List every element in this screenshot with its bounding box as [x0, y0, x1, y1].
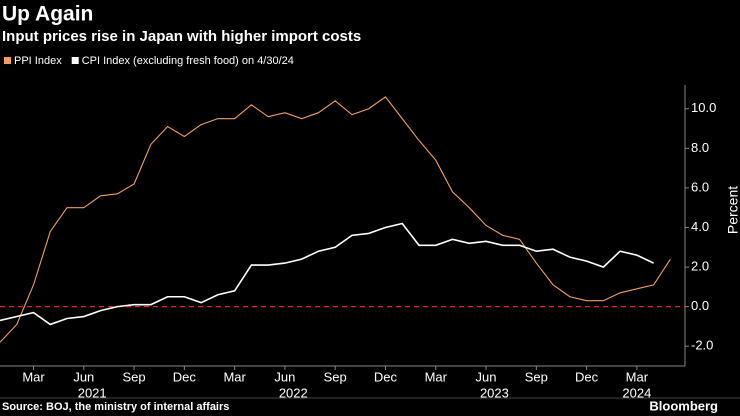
chart-subtitle: Input prices rise in Japan with higher i…	[2, 28, 361, 45]
x-tick-label: Mar	[626, 369, 649, 384]
legend-label: CPI Index (excluding fresh food) on 4/30…	[82, 55, 294, 67]
x-tick-label: Dec	[575, 369, 599, 384]
year-label: 2021	[78, 385, 107, 400]
y-tick-label: 2.0	[691, 258, 709, 273]
x-tick-label: Mar	[425, 369, 448, 384]
chart-title: Up Again	[2, 3, 93, 26]
x-tick-label: Sep	[525, 369, 548, 384]
legend-label: PPI Index	[14, 55, 62, 67]
x-tick-label: Mar	[22, 369, 45, 384]
x-tick-label: Jun	[73, 369, 94, 384]
legend-swatch	[4, 57, 11, 64]
x-tick-label: Jun	[274, 369, 295, 384]
series-line	[0, 222, 654, 326]
brand: Bloomberg	[649, 398, 718, 413]
year-label: 2022	[279, 385, 308, 400]
year-label: 2023	[480, 385, 509, 400]
x-tick-label: Dec	[173, 369, 197, 384]
y-tick-label: 8.0	[691, 140, 709, 155]
source: Source: BOJ, the ministry of internal af…	[2, 401, 229, 413]
y-tick-label: -2.0	[691, 338, 713, 353]
x-tick-label: Mar	[223, 369, 246, 384]
y-tick-label: 10.0	[691, 100, 716, 115]
x-tick-label: Sep	[123, 369, 146, 384]
legend-swatch	[71, 57, 79, 64]
y-axis-label: Percent	[725, 186, 740, 234]
x-tick-label: Sep	[324, 369, 347, 384]
y-tick-label: 0.0	[691, 298, 709, 313]
y-tick-label: 6.0	[691, 179, 709, 194]
x-tick-label: Jun	[476, 369, 497, 384]
year-label: 2024	[622, 385, 651, 400]
series-line	[0, 96, 671, 343]
y-tick-label: 4.0	[691, 219, 709, 234]
x-tick-label: Dec	[374, 369, 398, 384]
